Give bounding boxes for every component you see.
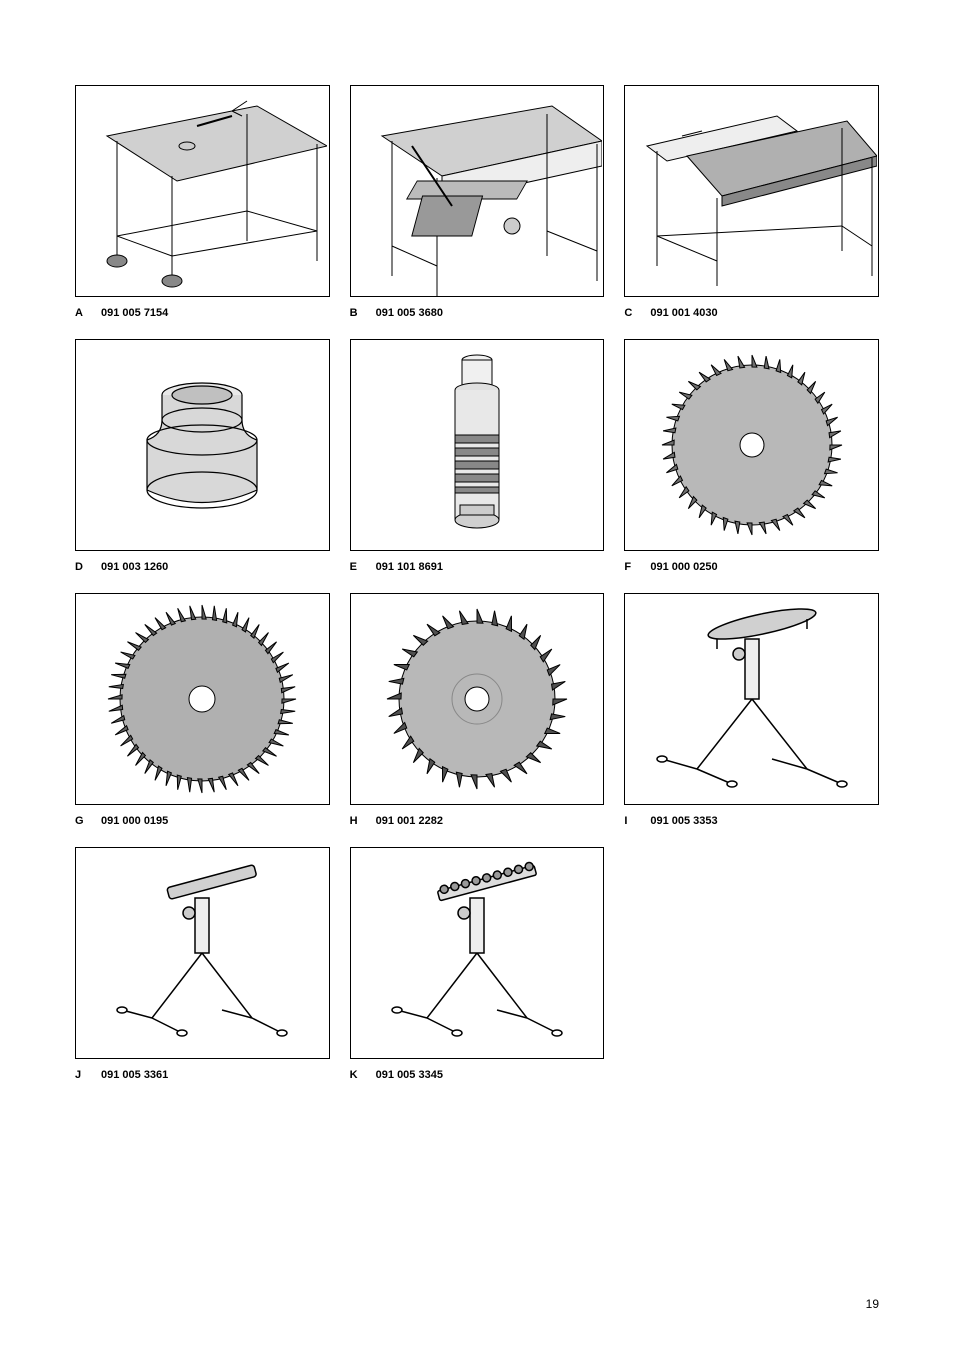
roller-stand-icon bbox=[627, 594, 877, 804]
cell-e: E 091 101 8691 bbox=[350, 339, 605, 573]
cell-h: H 091 001 2282 bbox=[350, 593, 605, 827]
code-f: 091 000 0250 bbox=[650, 561, 717, 573]
label-j: J 091 005 3361 bbox=[75, 1069, 330, 1081]
saw-blade-coarse-icon bbox=[352, 594, 602, 804]
code-d: 091 003 1260 bbox=[101, 561, 168, 573]
table-saw-sliding-icon bbox=[352, 86, 602, 296]
code-c: 091 001 4030 bbox=[650, 307, 717, 319]
adapter-cone-icon bbox=[77, 340, 327, 550]
page-number: 19 bbox=[866, 1297, 879, 1311]
letter-f: F bbox=[624, 561, 650, 573]
label-g: G 091 000 0195 bbox=[75, 815, 330, 827]
label-h: H 091 001 2282 bbox=[350, 815, 605, 827]
image-i bbox=[624, 593, 879, 805]
image-b bbox=[350, 85, 605, 297]
letter-a: A bbox=[75, 307, 101, 319]
roller-stand-ball-icon bbox=[352, 848, 602, 1058]
cell-a: A 091 005 7154 bbox=[75, 85, 330, 319]
saw-blade-medium-icon bbox=[77, 594, 327, 804]
letter-k: K bbox=[350, 1069, 376, 1081]
letter-b: B bbox=[350, 307, 376, 319]
image-h bbox=[350, 593, 605, 805]
spray-can-icon bbox=[352, 340, 602, 550]
parts-grid: A 091 005 7154 bbox=[75, 85, 879, 1081]
image-f bbox=[624, 339, 879, 551]
cell-b: B 091 005 3680 bbox=[350, 85, 605, 319]
letter-h: H bbox=[350, 815, 376, 827]
label-f: F 091 000 0250 bbox=[624, 561, 879, 573]
cell-d: D 091 003 1260 bbox=[75, 339, 330, 573]
image-a bbox=[75, 85, 330, 297]
roller-stand-small-icon bbox=[77, 848, 327, 1058]
image-g bbox=[75, 593, 330, 805]
letter-e: E bbox=[350, 561, 376, 573]
cell-i: I 091 005 3353 bbox=[624, 593, 879, 827]
letter-i: I bbox=[624, 815, 650, 827]
label-i: I 091 005 3353 bbox=[624, 815, 879, 827]
letter-c: C bbox=[624, 307, 650, 319]
code-g: 091 000 0195 bbox=[101, 815, 168, 827]
label-b: B 091 005 3680 bbox=[350, 307, 605, 319]
code-a: 091 005 7154 bbox=[101, 307, 168, 319]
label-c: C 091 001 4030 bbox=[624, 307, 879, 319]
code-i: 091 005 3353 bbox=[650, 815, 717, 827]
code-j: 091 005 3361 bbox=[101, 1069, 168, 1081]
saw-blade-fine-icon bbox=[627, 340, 877, 550]
cell-k: K 091 005 3345 bbox=[350, 847, 605, 1081]
cell-f: F 091 000 0250 bbox=[624, 339, 879, 573]
label-k: K 091 005 3345 bbox=[350, 1069, 605, 1081]
code-e: 091 101 8691 bbox=[376, 561, 443, 573]
label-a: A 091 005 7154 bbox=[75, 307, 330, 319]
cell-c: C 091 001 4030 bbox=[624, 85, 879, 319]
image-k bbox=[350, 847, 605, 1059]
label-e: E 091 101 8691 bbox=[350, 561, 605, 573]
label-d: D 091 003 1260 bbox=[75, 561, 330, 573]
image-j bbox=[75, 847, 330, 1059]
code-b: 091 005 3680 bbox=[376, 307, 443, 319]
code-h: 091 001 2282 bbox=[376, 815, 443, 827]
table-saw-extension-icon bbox=[627, 86, 877, 296]
cell-g: G 091 000 0195 bbox=[75, 593, 330, 827]
letter-j: J bbox=[75, 1069, 101, 1081]
image-e bbox=[350, 339, 605, 551]
cell-j: J 091 005 3361 bbox=[75, 847, 330, 1081]
image-c bbox=[624, 85, 879, 297]
code-k: 091 005 3345 bbox=[376, 1069, 443, 1081]
letter-g: G bbox=[75, 815, 101, 827]
image-d bbox=[75, 339, 330, 551]
letter-d: D bbox=[75, 561, 101, 573]
table-saw-legs-icon bbox=[77, 86, 327, 296]
